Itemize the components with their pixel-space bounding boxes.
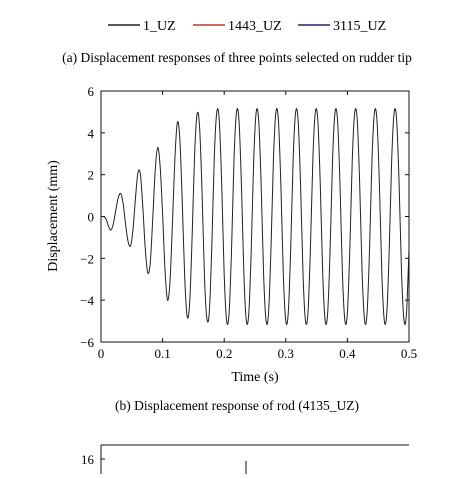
caption-b: (b) Displacement response of rod (4135_U… [115, 398, 359, 413]
y-tick-label: 4 [88, 126, 95, 141]
y-tick-label: 2 [88, 168, 95, 183]
x-tick-label: 0.1 [154, 346, 170, 361]
y-tick-label: −6 [80, 335, 94, 350]
y-tick-label: −4 [80, 293, 94, 308]
x-tick-label: 0.5 [401, 346, 417, 361]
series-layer [100, 108, 410, 325]
y-tick-label: 6 [88, 84, 95, 99]
x-tick-label: 0 [98, 346, 105, 361]
y-axis: −6 −4 −2 0 2 4 6 [80, 84, 409, 350]
legend: 1_UZ 1443_UZ 3115_UZ [108, 19, 386, 34]
x-tick-label: 0.4 [339, 346, 356, 361]
x-tick-label: 0.2 [216, 346, 232, 361]
y-tick-label: 0 [88, 210, 95, 225]
legend-label-3: 3115_UZ [333, 19, 386, 34]
x-axis-label: Time (s) [231, 370, 279, 385]
y-tick-label: −2 [80, 251, 94, 266]
legend-label-2: 1443_UZ [228, 19, 282, 34]
x-axis: 0 0.1 0.2 0.3 0.4 0.5 [98, 91, 417, 361]
y-axis-label: Displacement (mm) [46, 160, 61, 272]
chart-panel: 0 0.1 0.2 0.3 0.4 0.5 −6 −4 −2 0 2 4 6 Time (s) Dis… [46, 84, 417, 385]
lower-panel-y-tick-label: 16 [81, 452, 95, 467]
lower-panel-partial: 16 [81, 444, 409, 474]
legend-label-1: 1_UZ [143, 19, 176, 34]
caption-a: (a) Displacement responses of three poin… [62, 50, 412, 65]
x-tick-label: 0.3 [278, 346, 294, 361]
series-line-4135-uz [100, 108, 410, 325]
